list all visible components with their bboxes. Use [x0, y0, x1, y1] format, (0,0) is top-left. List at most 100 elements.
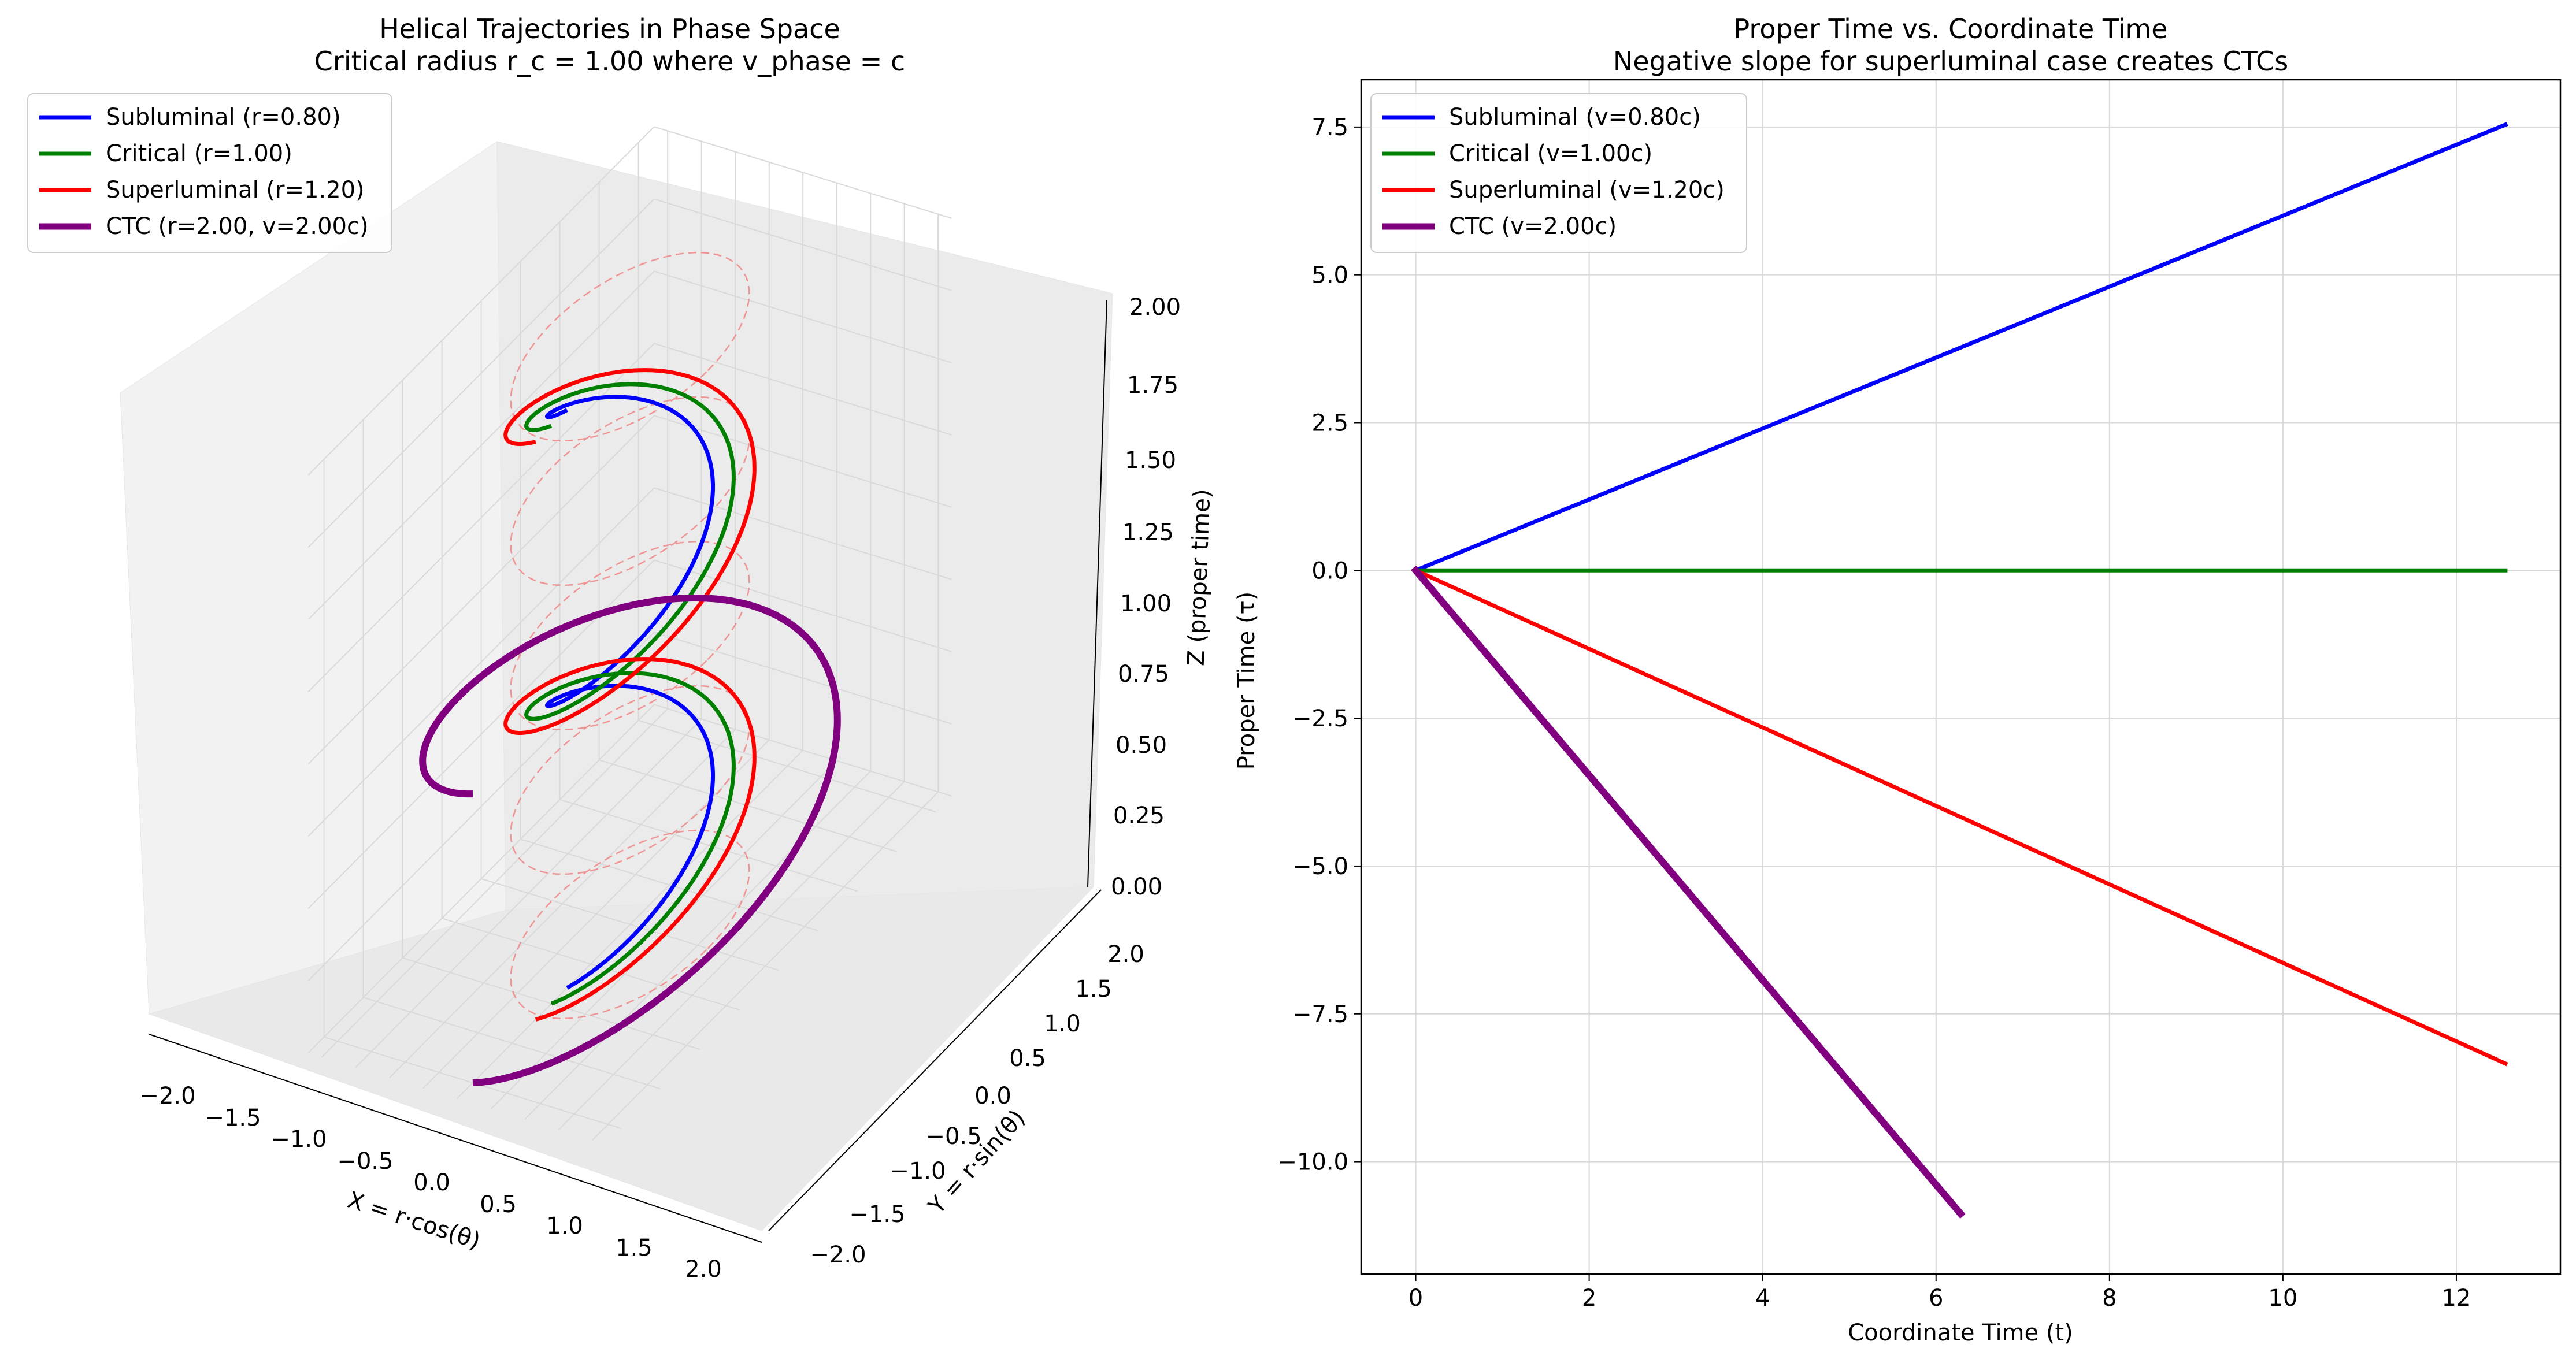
wall-gridline — [654, 198, 952, 291]
legend-label: CTC (v=2.00c) — [1449, 213, 1617, 240]
floor-gridline — [638, 719, 936, 813]
y-tick: −2.0 — [810, 1242, 866, 1268]
wall-gridline — [654, 126, 952, 219]
z-tick: 0.50 — [1115, 732, 1167, 759]
wall-gridline — [654, 415, 952, 508]
wall-gridline — [654, 343, 952, 436]
left-subtitle: Critical radius r_c = 1.00 where v_phase… — [314, 46, 905, 77]
guide-circle — [510, 251, 750, 442]
legend-box — [1370, 93, 1747, 253]
floor-gridline — [520, 838, 818, 931]
legend-label: CTC (r=2.00, v=2.00c) — [106, 213, 369, 240]
right-subtitle: Negative slope for superluminal case cre… — [1613, 46, 2288, 77]
floor-gridline — [558, 781, 905, 1131]
helix-3d-plot: Helical Trajectories in Phase Space Crit… — [27, 13, 1216, 1283]
floor-gridline — [559, 799, 858, 892]
y-tick: 2.0 — [1107, 941, 1144, 968]
z-tick: 2.00 — [1129, 294, 1181, 321]
x-tick-label: 10 — [2268, 1285, 2297, 1312]
y-tick-label: −7.5 — [1292, 1001, 1348, 1028]
legend-label: Critical (v=1.00c) — [1449, 140, 1652, 167]
z-axis-3d: 0.00 0.25 0.50 0.75 1.00 1.25 1.50 1.75 … — [1087, 294, 1216, 900]
y-tick-label: 7.5 — [1311, 114, 1348, 141]
legend-label: Subluminal (v=0.80c) — [1449, 104, 1701, 131]
y-tick-label: −2.5 — [1292, 705, 1348, 732]
wall-gridline — [307, 487, 655, 837]
legend-2d: Subluminal (v=0.80c) Critical (v=1.00c) … — [1370, 93, 1747, 253]
y-tick: −0.5 — [925, 1123, 981, 1150]
y-tick-label: −10.0 — [1277, 1149, 1348, 1176]
y-tick: 1.0 — [1044, 1011, 1081, 1037]
z-tick: 0.75 — [1118, 661, 1169, 688]
helix-line — [503, 368, 757, 1022]
back-pane-right — [496, 141, 1113, 911]
guide-circle — [510, 540, 750, 731]
y-tick: −1.0 — [889, 1158, 946, 1184]
z-tick: 0.25 — [1113, 803, 1165, 829]
legend-label: Superluminal (r=1.20) — [106, 177, 365, 203]
y-tick-label: 0.0 — [1311, 558, 1348, 584]
helix-line — [419, 595, 841, 1086]
z-tick: 1.75 — [1127, 372, 1178, 399]
x-tick-label: 2 — [1582, 1285, 1596, 1312]
floor-gridline — [481, 878, 779, 971]
legend-box — [27, 93, 392, 253]
grid-2d — [1361, 80, 2560, 1274]
wall-gridline — [307, 198, 655, 548]
legend-label: Critical (r=1.00) — [106, 140, 292, 167]
x-tick: −1.0 — [270, 1126, 327, 1153]
z-tick: 1.00 — [1120, 590, 1172, 617]
wall-gridline — [307, 415, 655, 764]
wall-gridline — [654, 270, 952, 363]
proper-time-plot: Proper Time vs. Coordinate Time Negative… — [1233, 13, 2562, 1346]
x-tick-label: 12 — [2442, 1285, 2471, 1312]
plot-frame — [1360, 79, 2562, 1275]
z-tick: 1.50 — [1125, 447, 1176, 474]
x-axis-label: X = r·cos(θ) — [344, 1187, 483, 1254]
wall-gridline — [307, 126, 655, 476]
right-y-axis-label: Proper Time (τ) — [1233, 592, 1260, 770]
helix-line — [545, 395, 715, 990]
back-pane-left — [120, 141, 506, 1015]
x-tick: −1.5 — [205, 1105, 261, 1131]
x-tick: 2.0 — [685, 1256, 722, 1283]
legend-label: Subluminal (r=0.80) — [106, 104, 341, 131]
y-tick: 0.5 — [1009, 1045, 1046, 1072]
floor-gridline — [524, 770, 871, 1120]
series-line — [1413, 567, 2508, 1067]
helix-series-group — [419, 251, 841, 1086]
y-tick: −1.5 — [849, 1201, 905, 1228]
wall-gridline — [654, 704, 952, 797]
ticks-2d: 0 2 4 6 8 10 12 −10.0 −7.5 −5.0 −2.5 0.0 2.5 5.0 7.5 — [1277, 114, 2471, 1312]
x-tick: −0.5 — [337, 1148, 393, 1175]
y-tick-label: 5.0 — [1311, 262, 1348, 289]
x-tick: 0.5 — [480, 1191, 517, 1218]
x-tick-label: 0 — [1409, 1285, 1423, 1312]
z-axis-label: Z (proper time) — [1183, 489, 1216, 667]
y-tick-label: −5.0 — [1292, 853, 1348, 880]
x-tick-label: 6 — [1929, 1285, 1943, 1312]
z-tick: 1.25 — [1122, 519, 1174, 546]
x-tick: 0.0 — [413, 1169, 450, 1196]
wall-gridline — [654, 487, 952, 580]
right-title: Proper Time vs. Coordinate Time — [1733, 13, 2167, 44]
wall-gridline — [307, 270, 655, 620]
x-tick: 1.5 — [616, 1235, 653, 1261]
x-tick: 1.0 — [546, 1213, 583, 1239]
x-tick-label: 4 — [1755, 1285, 1770, 1312]
right-x-axis-label: Coordinate Time (t) — [1848, 1320, 2073, 1346]
floor-gridline — [592, 791, 939, 1141]
legend-label: Superluminal (v=1.20c) — [1449, 177, 1725, 203]
lines-2d — [1411, 122, 2508, 1219]
z-tick: 0.00 — [1111, 874, 1162, 900]
wall-gridline — [307, 704, 655, 1053]
x-tick-label: 8 — [2102, 1285, 2117, 1312]
wall-gridline — [654, 632, 952, 725]
left-title: Helical Trajectories in Phase Space — [379, 13, 840, 44]
series-line — [1413, 122, 2508, 573]
wall-gridline — [307, 343, 655, 692]
x-tick: −2.0 — [139, 1083, 195, 1109]
legend-3d: Subluminal (r=0.80) Critical (r=1.00) Su… — [27, 93, 392, 253]
y-tick: 0.0 — [974, 1083, 1011, 1109]
